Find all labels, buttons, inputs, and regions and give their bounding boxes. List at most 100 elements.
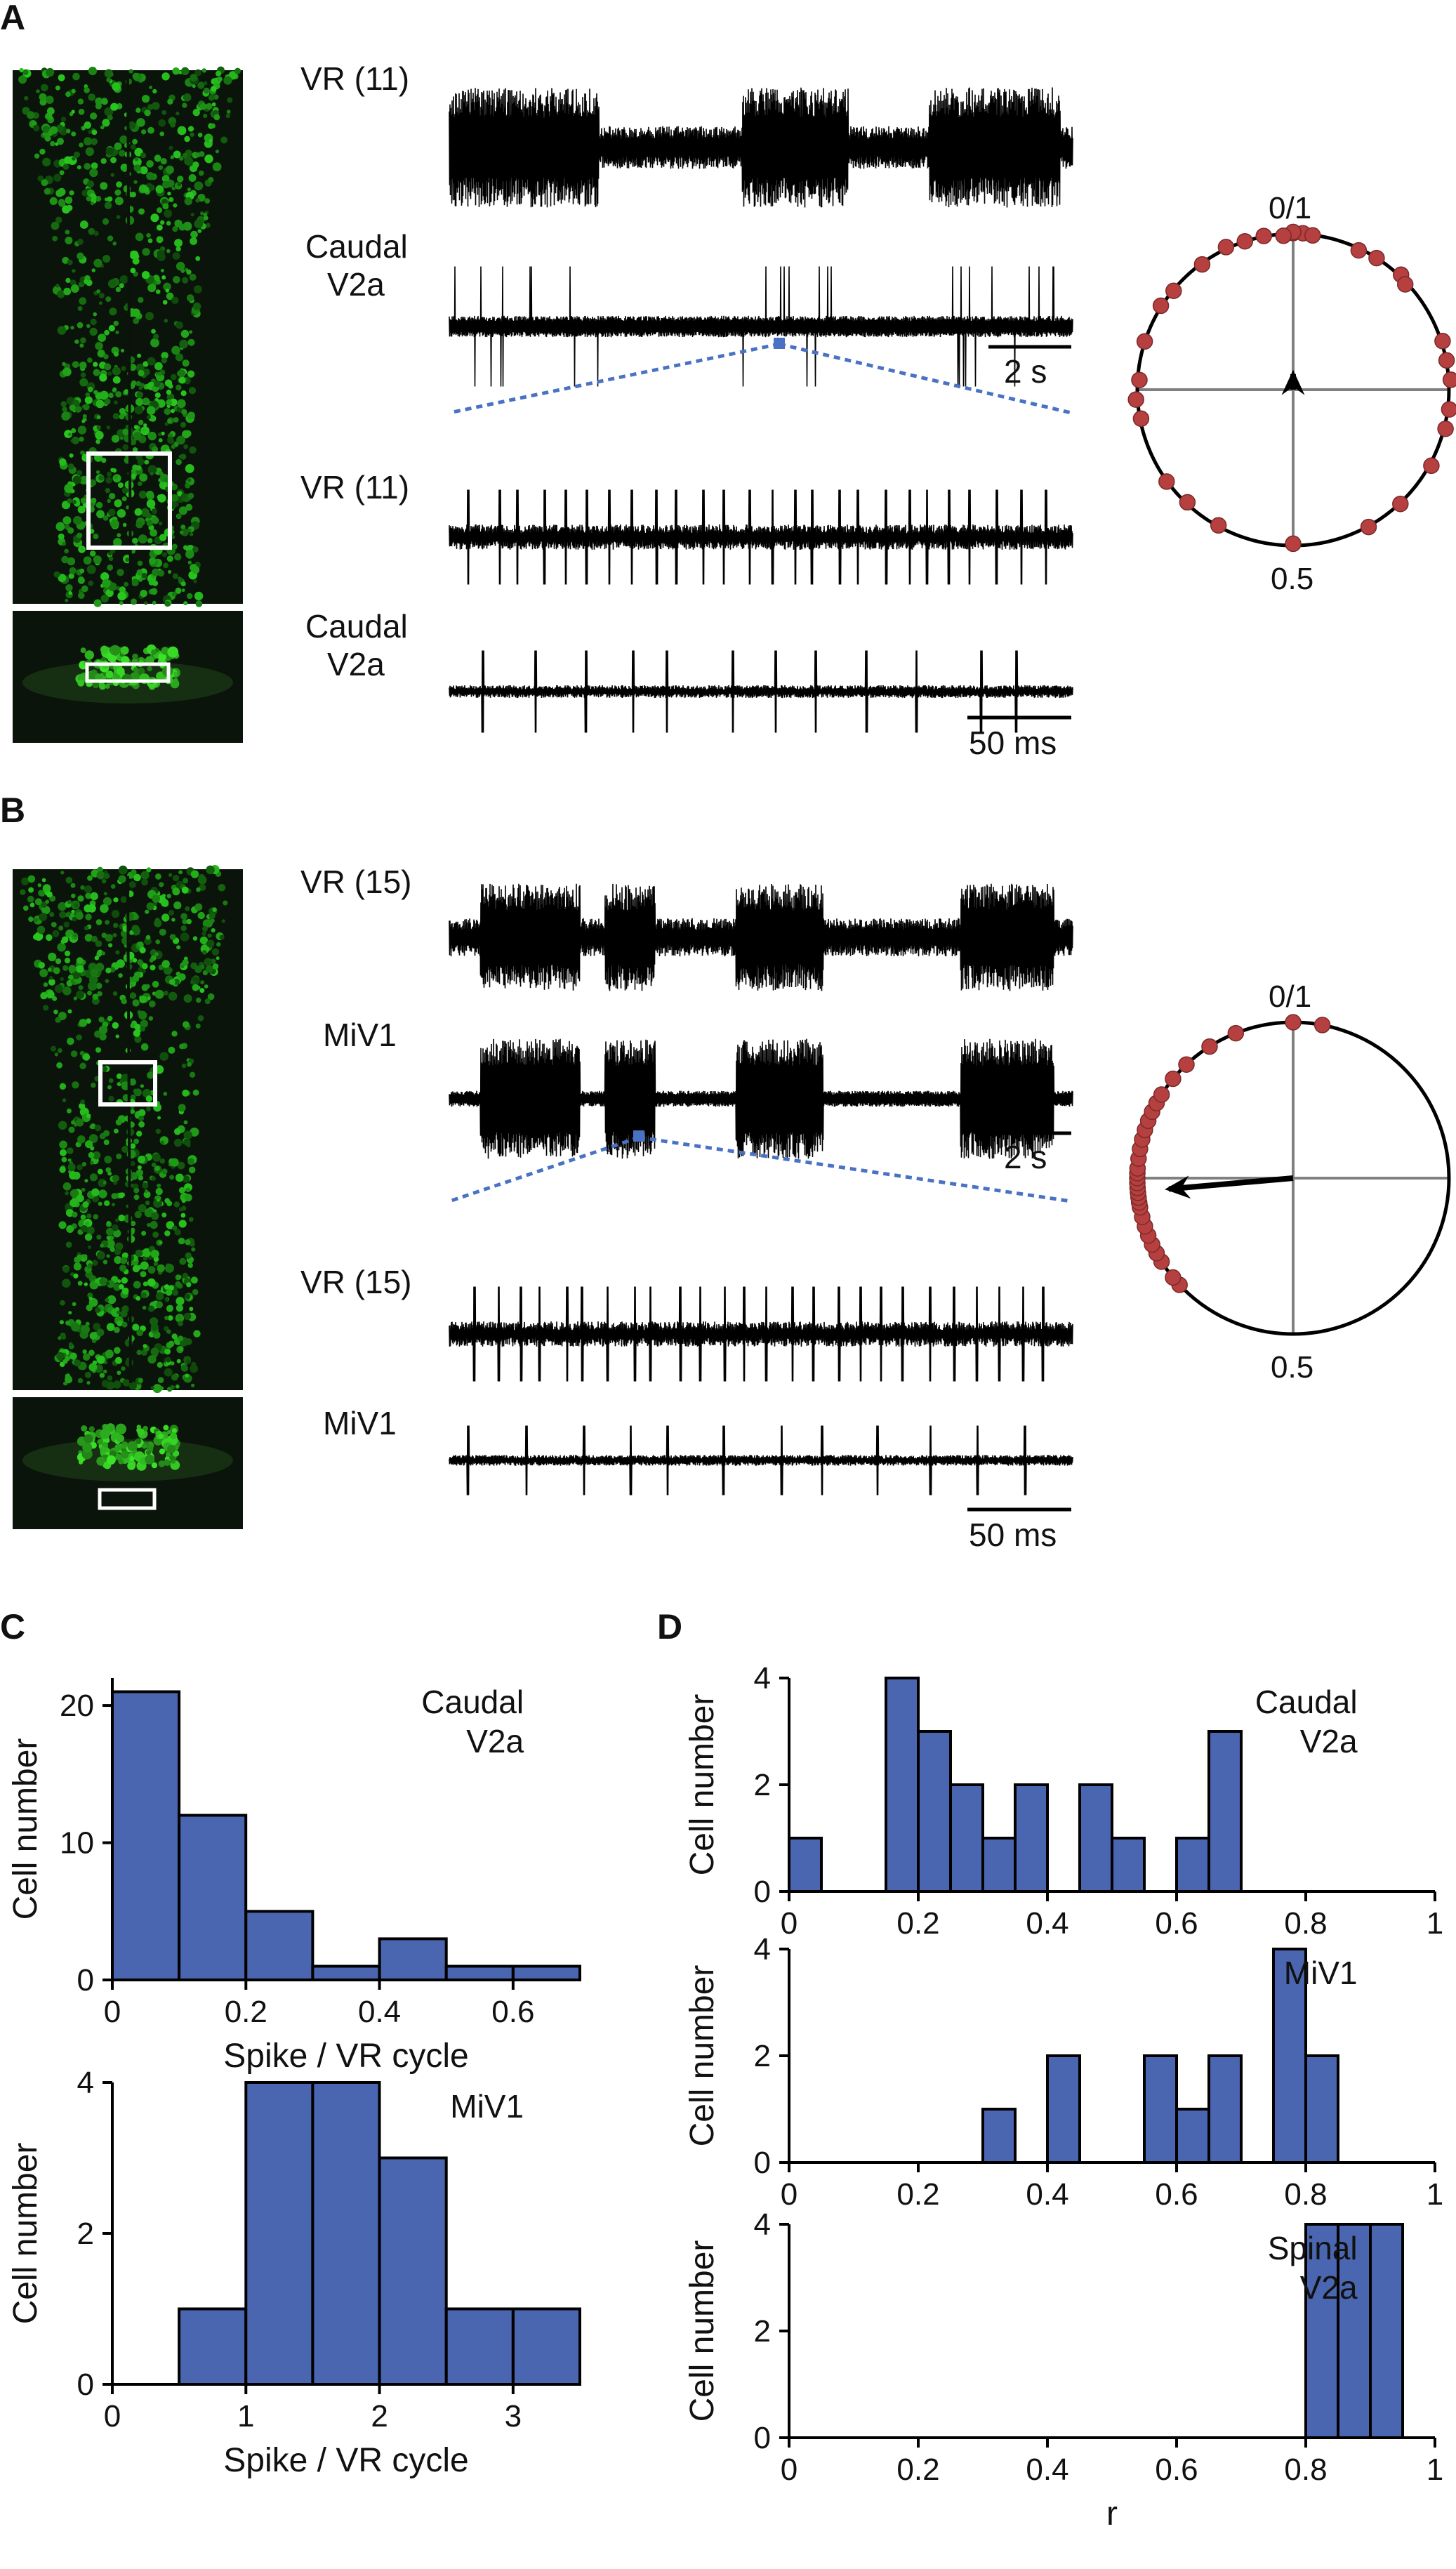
- cell-dot: [93, 555, 102, 564]
- cell-dot: [157, 253, 166, 262]
- cell-dot: [75, 1118, 84, 1127]
- cell-dot: [71, 428, 77, 434]
- cell-dot: [77, 895, 84, 902]
- cell-dot: [147, 1305, 154, 1312]
- cell-dot: [91, 138, 98, 145]
- cell-dot: [167, 192, 171, 196]
- cell-dot: [192, 84, 196, 88]
- cell-dot: [120, 1257, 128, 1264]
- cell-dot: [160, 1140, 165, 1145]
- cell-dot: [77, 1281, 83, 1286]
- x-tick-label: 1: [1427, 2452, 1443, 2487]
- cell-dot: [215, 150, 219, 154]
- cell-dot: [102, 897, 112, 906]
- cell-dot: [58, 925, 64, 931]
- cell-dot: [203, 212, 208, 217]
- cell-dot: [112, 1229, 121, 1238]
- cell-dot: [88, 1296, 93, 1301]
- cell-dot: [46, 934, 53, 942]
- cell-dot: [152, 517, 159, 524]
- cell-dot: [121, 1444, 126, 1449]
- cell-dot: [195, 256, 201, 261]
- cell-dot: [115, 391, 122, 398]
- x-tick-label: 1: [1427, 2177, 1443, 2212]
- cell-dot: [54, 984, 63, 993]
- cell-dot: [131, 869, 137, 876]
- panel-a: A VR (11) Caudal V2a VR (11) Caudal V2a …: [0, 0, 1456, 761]
- cell-dot: [79, 436, 84, 442]
- cell-dot: [80, 1214, 86, 1220]
- cell-dot: [103, 354, 109, 359]
- cell-dot: [136, 118, 145, 127]
- cell-dot: [146, 499, 156, 508]
- cell-dot: [93, 1214, 99, 1220]
- cell-dot: [132, 72, 139, 80]
- cell-dot: [91, 129, 98, 136]
- cell-dot: [142, 1305, 147, 1310]
- cell-dot: [61, 555, 69, 564]
- cell-dot: [179, 1346, 184, 1351]
- cell-dot: [181, 1063, 187, 1069]
- cell-dot: [110, 884, 116, 889]
- cell-dot: [107, 1295, 117, 1305]
- cell-dot: [145, 1201, 150, 1206]
- cell-dot: [117, 533, 121, 538]
- trace-cell-long: [449, 266, 1073, 387]
- y-axis-label: Cell number: [7, 2143, 44, 2325]
- cell-dot: [58, 199, 66, 207]
- cell-dot: [91, 1338, 97, 1344]
- phase-dot: [1392, 495, 1409, 513]
- histogram-title: MiV1: [450, 2088, 524, 2125]
- cell-dot: [143, 361, 149, 367]
- cell-dot: [36, 89, 40, 93]
- cell-dot: [97, 991, 102, 997]
- cell-dot: [113, 923, 119, 928]
- cell-dot: [157, 224, 163, 231]
- cell-dot: [135, 397, 144, 407]
- cell-dot: [81, 419, 86, 423]
- panel-letter-d: D: [657, 1607, 682, 1646]
- cell-dot: [192, 302, 201, 311]
- cell-dot: [168, 1046, 176, 1054]
- cell-dot: [117, 509, 126, 518]
- cell-dot: [98, 1025, 108, 1035]
- cell-dot: [133, 1029, 140, 1037]
- histogram-title: Caudal: [1255, 1684, 1358, 1720]
- y-tick-label: 0: [754, 1875, 771, 1909]
- cell-dot: [162, 300, 168, 305]
- cell-dot: [72, 1211, 78, 1218]
- cell-dot: [189, 273, 197, 281]
- cell-dot: [164, 408, 171, 416]
- cell-dot: [165, 1289, 173, 1296]
- cell-dot: [98, 1178, 107, 1187]
- cell-dot: [87, 875, 93, 881]
- cell-dot: [203, 87, 210, 94]
- cell-dot: [198, 873, 205, 881]
- cell-dot: [185, 1239, 191, 1246]
- cell-dot: [41, 905, 51, 915]
- cell-dot: [180, 1213, 186, 1218]
- cell-dot: [112, 413, 120, 420]
- cell-dot: [33, 124, 40, 132]
- cell-dot: [58, 1121, 67, 1130]
- cell-dot: [128, 364, 137, 371]
- cell-dot: [81, 1425, 88, 1432]
- cell-dot: [119, 436, 124, 440]
- cell-dot: [206, 939, 215, 948]
- cell-dot: [74, 151, 80, 158]
- cell-dot: [133, 164, 141, 172]
- cell-dot: [47, 967, 52, 972]
- cell-dot: [85, 1140, 93, 1149]
- cell-dot: [157, 432, 162, 437]
- cell-dot: [147, 996, 151, 1000]
- cell-dot: [177, 369, 186, 378]
- cell-dot: [53, 967, 60, 975]
- cell-dot: [100, 158, 107, 164]
- cell-dot: [106, 1381, 115, 1390]
- cell-dot: [187, 370, 195, 378]
- cell-dot: [70, 489, 75, 494]
- cell-dot: [131, 579, 139, 586]
- cell-dot: [166, 1329, 171, 1334]
- cell-dot: [188, 387, 197, 395]
- cell-dot: [57, 138, 64, 145]
